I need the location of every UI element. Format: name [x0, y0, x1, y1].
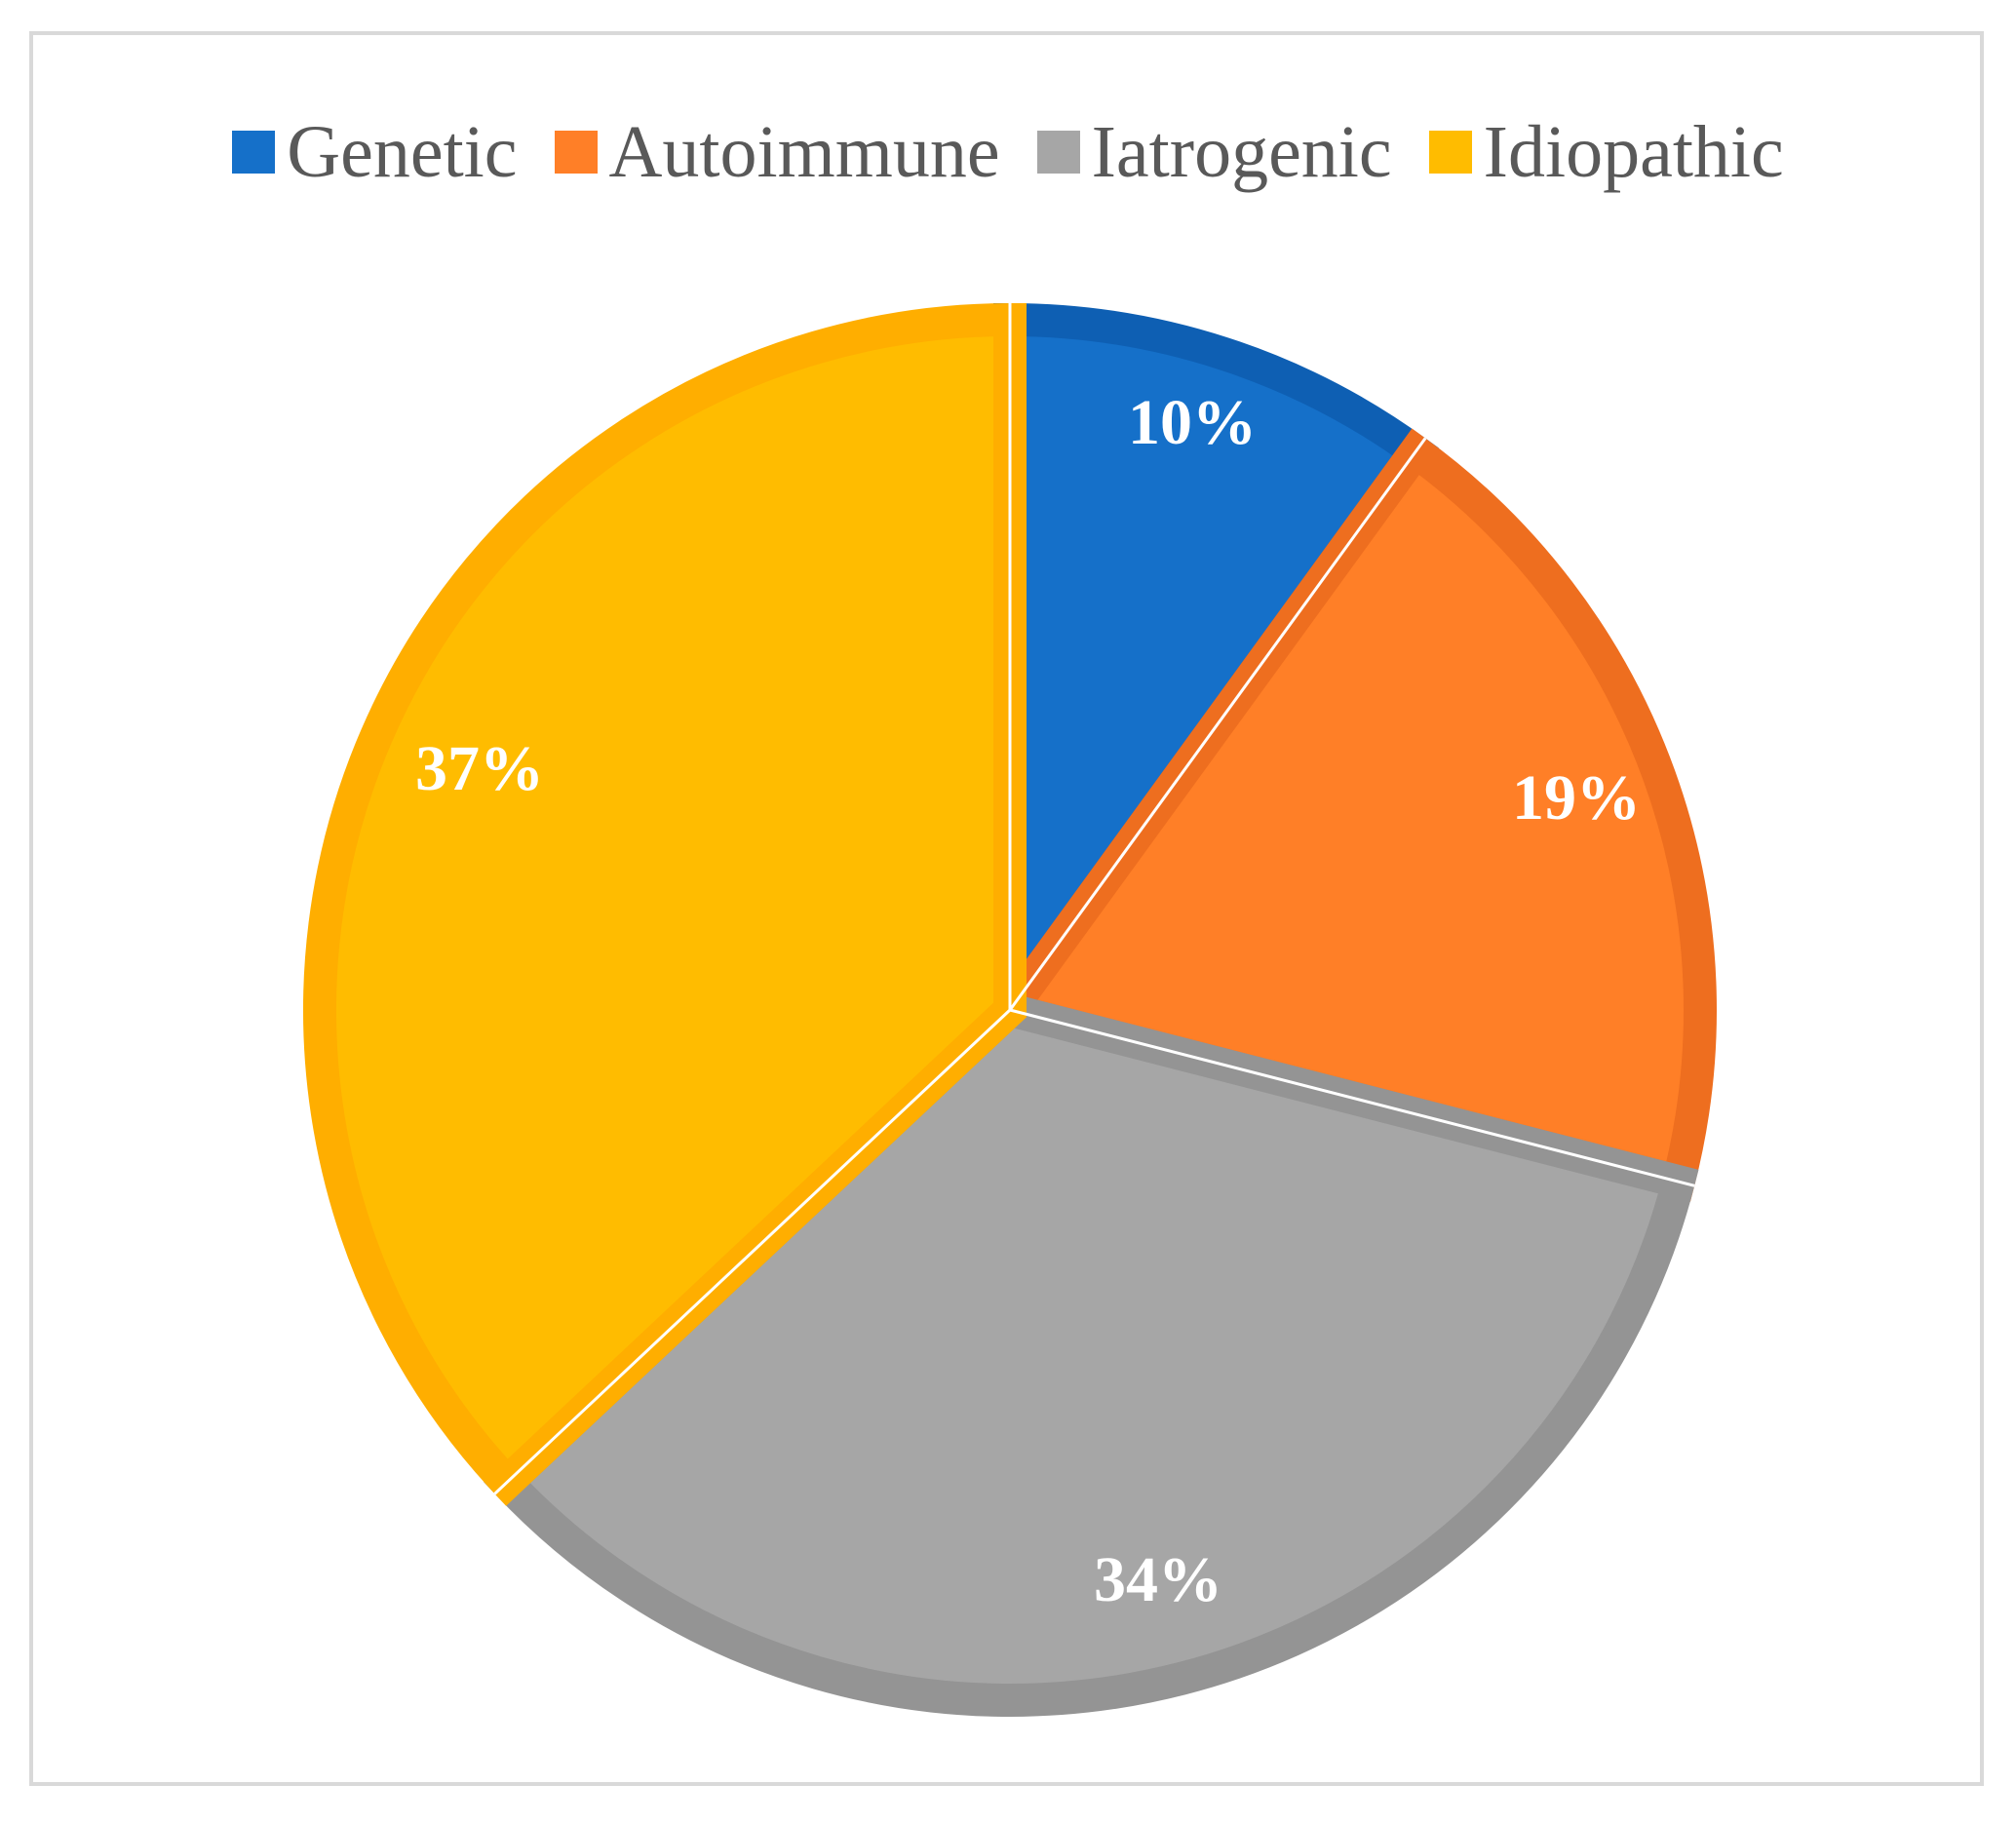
slice-separator	[1009, 1008, 1695, 1187]
pie-slice-iatrogenic	[483, 991, 1699, 1717]
data-label-autoimmune: 19%	[1512, 762, 1641, 834]
pie-slice-genetic	[993, 302, 1439, 1062]
slice-separator	[1008, 437, 1427, 1011]
legend-swatch-genetic	[232, 131, 276, 174]
legend-swatch-iatrogenic	[1036, 131, 1080, 174]
data-label-idiopathic: 37%	[415, 733, 544, 804]
data-label-genetic: 10%	[1128, 387, 1257, 458]
legend-label-autoimmune: Autoimmune	[608, 111, 1000, 193]
legend-label-iatrogenic: Iatrogenic	[1091, 111, 1392, 193]
legend: Genetic Autoimmune Iatrogenic Idiopathic	[0, 115, 2016, 189]
legend-label-idiopathic: Idiopathic	[1483, 111, 1784, 193]
pie-slices	[303, 302, 1717, 1717]
legend-item-genetic: Genetic	[232, 111, 518, 193]
pie-data-labels: 10% 19% 34% 37%	[415, 387, 1641, 1615]
legend-item-iatrogenic: Iatrogenic	[1036, 111, 1392, 193]
pie-slice-idiopathic	[303, 302, 1027, 1506]
legend-item-idiopathic: Idiopathic	[1428, 111, 1784, 193]
slice-separator	[493, 1008, 1012, 1495]
pie-slice-autoimmune	[982, 428, 1717, 1202]
legend-swatch-autoimmune	[554, 131, 598, 174]
legend-item-autoimmune: Autoimmune	[554, 111, 1000, 193]
legend-swatch-idiopathic	[1428, 131, 1472, 174]
legend-label-genetic: Genetic	[287, 111, 518, 193]
data-label-iatrogenic: 34%	[1094, 1544, 1222, 1615]
